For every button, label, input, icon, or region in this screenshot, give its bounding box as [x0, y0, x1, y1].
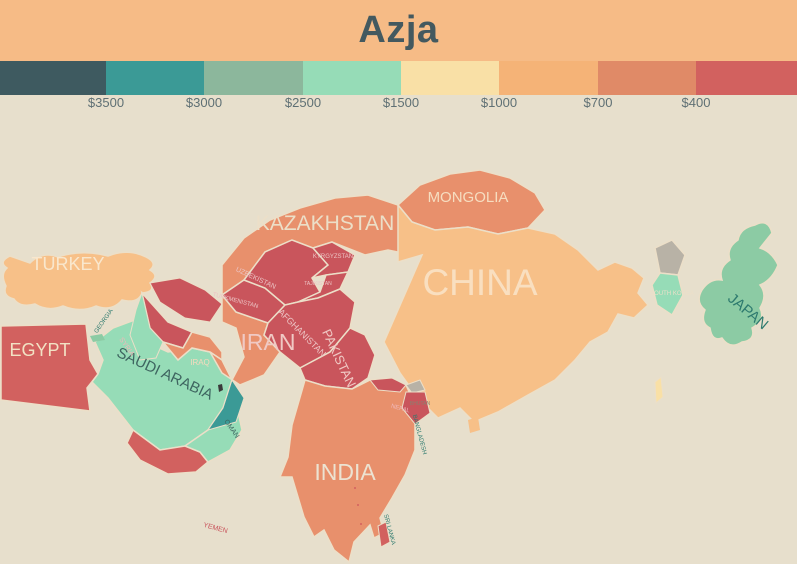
svg-text:KAZAKHSTAN: KAZAKHSTAN	[256, 212, 394, 235]
svg-text:KYRGYZSTAN: KYRGYZSTAN	[313, 254, 353, 260]
svg-text:SOUTH KOREA: SOUTH KOREA	[650, 291, 694, 297]
svg-text:BHUTAN: BHUTAN	[410, 401, 431, 407]
svg-text:EGYPT: EGYPT	[9, 340, 70, 360]
svg-text:TAJIKISTAN: TAJIKISTAN	[304, 281, 332, 287]
svg-text:TURKEY: TURKEY	[31, 254, 104, 274]
svg-text:IRAQ: IRAQ	[190, 358, 210, 367]
svg-text:IRAN: IRAN	[241, 329, 296, 355]
svg-text:CHINA: CHINA	[422, 262, 537, 303]
svg-text:MONGOLIA: MONGOLIA	[428, 189, 509, 206]
svg-text:INDIA: INDIA	[314, 459, 376, 485]
svg-text:YEMEN: YEMEN	[202, 522, 228, 535]
